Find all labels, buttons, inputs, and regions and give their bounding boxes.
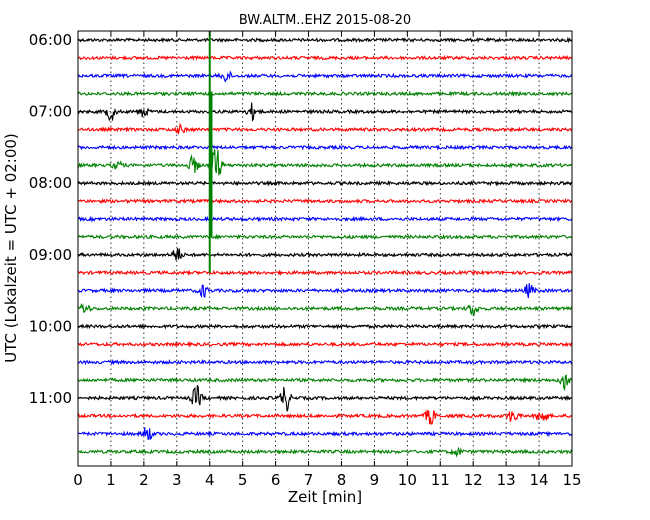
x-tick-label: 6 <box>271 471 281 489</box>
trace-1100 <box>77 384 572 412</box>
trace-1115 <box>77 409 573 425</box>
trace-0600 <box>77 36 573 44</box>
x-tick-label: 13 <box>497 471 516 489</box>
trace-group <box>77 31 573 458</box>
trace-1130 <box>78 427 573 441</box>
y-tick-label: 09:00 <box>29 246 72 264</box>
x-tick-label: 9 <box>370 471 380 489</box>
y-tick-label: 11:00 <box>29 389 72 407</box>
x-tick-label: 5 <box>238 471 248 489</box>
trace-0915 <box>77 269 573 277</box>
x-tick-label: 10 <box>398 471 417 489</box>
x-tick-label: 12 <box>464 471 483 489</box>
x-tick-label: 0 <box>73 471 83 489</box>
grid-lines <box>78 31 572 466</box>
x-axis-label: Zeit [min] <box>288 488 362 506</box>
x-tick-label: 8 <box>337 471 347 489</box>
x-tick-label: 7 <box>304 471 314 489</box>
trace-1000 <box>77 323 573 330</box>
x-tick-label: 2 <box>139 471 149 489</box>
trace-0715 <box>77 122 573 135</box>
trace-1145 <box>77 446 573 458</box>
trace-0745 <box>77 149 573 176</box>
trace-0945 <box>77 302 573 316</box>
y-axis-ticks: 06:00 07:00 08:00 09:00 10:00 11:00 <box>29 31 572 407</box>
x-tick-label: 11 <box>431 471 450 489</box>
y-axis-label: UTC (Lokalzeit = UTC + 02:00) <box>2 133 20 363</box>
y-tick-label: 08:00 <box>29 174 72 192</box>
x-tick-label: 3 <box>172 471 182 489</box>
x-tick-label: 4 <box>205 471 215 489</box>
trace-1015 <box>77 340 573 348</box>
trace-0930 <box>77 283 573 299</box>
x-tick-label: 15 <box>562 471 581 489</box>
trace-0615 <box>77 54 573 61</box>
chart-title: BW.ALTM..EHZ 2015-08-20 <box>239 13 411 28</box>
trace-0700 <box>77 102 573 122</box>
trace-1045 <box>77 374 573 392</box>
trace-1030 <box>77 358 573 366</box>
y-tick-label: 10:00 <box>29 317 72 335</box>
trace-0630 <box>77 70 573 83</box>
y-tick-label: 06:00 <box>29 31 72 49</box>
plot-frame <box>77 30 573 467</box>
trace-0900 <box>77 248 573 261</box>
x-tick-label: 1 <box>106 471 116 489</box>
y-tick-label: 07:00 <box>29 103 72 121</box>
trace-0815 <box>77 197 573 205</box>
trace-0830 <box>77 215 573 223</box>
trace-0845 <box>77 233 573 241</box>
x-tick-label: 14 <box>530 471 549 489</box>
trace-0730 <box>77 144 573 151</box>
trace-0645 <box>77 90 573 98</box>
x-axis-ticks: 0 1 2 3 4 5 6 7 8 9 10 11 12 13 14 15 <box>73 31 582 489</box>
trace-0800 <box>77 179 573 187</box>
